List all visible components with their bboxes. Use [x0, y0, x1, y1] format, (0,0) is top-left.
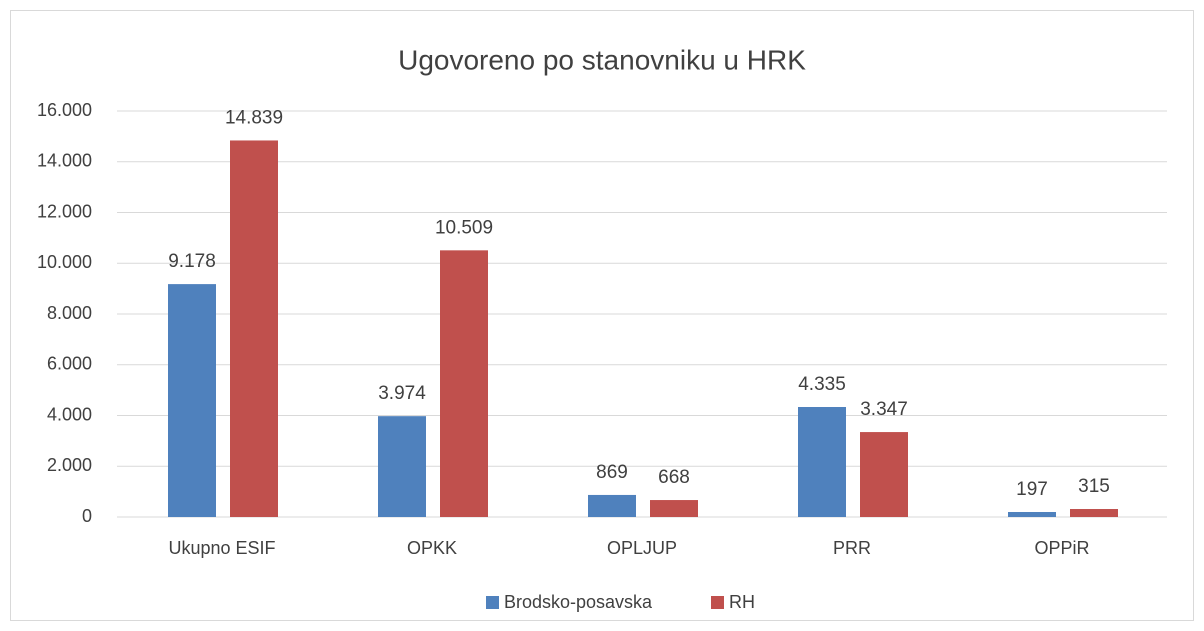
- data-label: 3.974: [378, 383, 426, 404]
- y-tick-label: 0: [82, 506, 92, 526]
- x-tick-label: PRR: [833, 538, 871, 558]
- data-label: 3.347: [860, 399, 908, 420]
- y-tick-label: 4.000: [47, 404, 92, 424]
- data-label: 9.178: [168, 251, 216, 272]
- y-tick-label: 10.000: [37, 252, 92, 272]
- bar: [440, 250, 488, 518]
- bar: [230, 140, 278, 517]
- y-tick-label: 8.000: [47, 303, 92, 323]
- data-label: 197: [1016, 479, 1048, 500]
- y-tick-label: 2.000: [47, 455, 92, 475]
- legend-swatch: [486, 596, 499, 609]
- data-label: 14.839: [225, 107, 283, 128]
- x-tick-label: OPKK: [407, 538, 457, 558]
- bar: [588, 494, 636, 517]
- y-tick-label: 16.000: [37, 100, 92, 120]
- data-label: 4.335: [798, 374, 846, 395]
- y-tick-label: 12.000: [37, 201, 92, 221]
- data-label: 869: [596, 462, 628, 483]
- bar: [168, 284, 216, 517]
- legend-swatch: [711, 596, 724, 609]
- data-label: 10.509: [435, 217, 493, 238]
- y-tick-label: 6.000: [47, 354, 92, 374]
- x-tick-label: OPPiR: [1034, 538, 1089, 558]
- x-tick-label: OPLJUP: [607, 538, 677, 558]
- data-label: 315: [1078, 476, 1110, 497]
- bar: [1008, 512, 1056, 517]
- data-label: 668: [658, 467, 690, 488]
- chart-title: Ugovoreno po stanovniku u HRK: [398, 44, 806, 75]
- x-tick-label: Ukupno ESIF: [168, 538, 275, 558]
- bar: [798, 406, 846, 517]
- bar: [860, 432, 908, 517]
- bar: [1070, 509, 1118, 517]
- bar: [650, 500, 698, 517]
- y-tick-label: 14.000: [37, 151, 92, 171]
- bar: [378, 416, 426, 517]
- legend-label: RH: [729, 592, 755, 612]
- legend-label: Brodsko-posavska: [504, 592, 653, 612]
